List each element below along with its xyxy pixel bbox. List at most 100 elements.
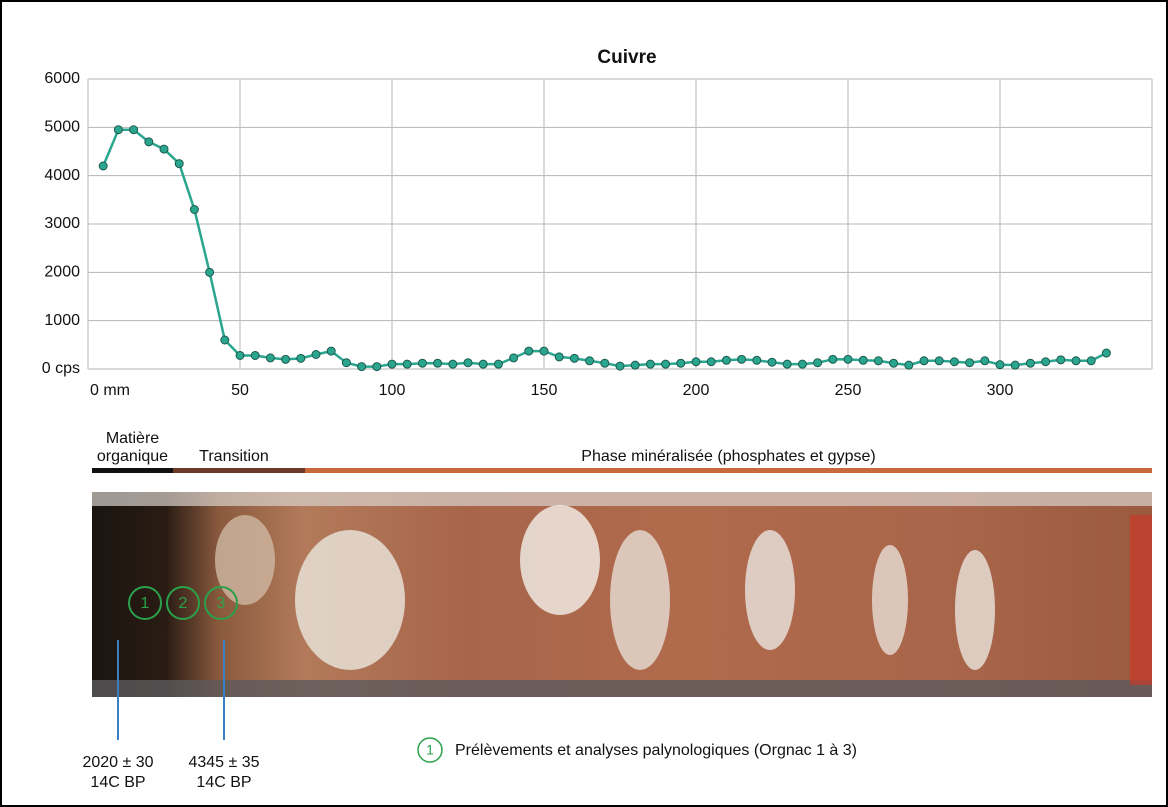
data-point — [509, 353, 519, 363]
data-point — [645, 359, 655, 369]
data-point — [159, 144, 169, 154]
data-point — [1041, 357, 1051, 367]
zone-label: organique — [97, 448, 168, 465]
data-point — [767, 357, 777, 367]
data-point — [797, 359, 807, 369]
data-point — [265, 353, 275, 363]
data-point — [129, 125, 139, 135]
date-unit: 14C BP — [196, 774, 251, 791]
data-point — [995, 360, 1005, 370]
chart-title: Cuivre — [597, 47, 656, 68]
data-point — [220, 335, 230, 345]
data-point — [1071, 356, 1081, 366]
data-point — [919, 356, 929, 366]
date-age: 2020 ± 30 — [82, 754, 153, 771]
data-point — [889, 358, 899, 368]
x-tick-label: 50 — [231, 382, 249, 399]
data-point — [1086, 356, 1096, 366]
legend-marker — [417, 737, 443, 763]
data-point — [296, 353, 306, 363]
data-point — [205, 267, 215, 277]
data-point — [782, 359, 792, 369]
y-tick-label: 4000 — [44, 167, 80, 184]
data-point — [630, 360, 640, 370]
data-point — [174, 159, 184, 169]
data-point — [858, 355, 868, 365]
data-point — [113, 125, 123, 135]
data-point — [828, 354, 838, 364]
data-point — [980, 356, 990, 366]
data-point — [737, 354, 747, 364]
data-point — [813, 358, 823, 368]
data-point — [281, 354, 291, 364]
sample-marker — [128, 586, 162, 620]
data-point — [661, 359, 671, 369]
data-point — [873, 356, 883, 366]
zone-label: Matière — [106, 430, 159, 447]
legend-text: Prélèvements et analyses palynologiques … — [455, 742, 857, 759]
data-point — [478, 359, 488, 369]
x-tick-label: 200 — [683, 382, 710, 399]
data-point — [600, 358, 610, 368]
date-unit: 14C BP — [90, 774, 145, 791]
data-point — [843, 354, 853, 364]
data-point — [676, 358, 686, 368]
y-tick-label: 5000 — [44, 119, 80, 136]
data-point — [189, 205, 199, 214]
data-point — [721, 355, 731, 365]
data-point — [357, 362, 367, 372]
data-point — [539, 346, 549, 356]
data-point — [691, 357, 701, 367]
x-tick-label: 250 — [835, 382, 862, 399]
data-point — [1056, 355, 1066, 365]
data-point — [585, 356, 595, 366]
data-point — [311, 350, 321, 359]
zone-bar — [305, 468, 1152, 473]
data-point — [448, 359, 458, 369]
data-point — [1010, 360, 1020, 370]
x-tick-label: 300 — [987, 382, 1014, 399]
core-photo — [92, 492, 1152, 697]
data-point — [493, 359, 503, 369]
data-point — [965, 358, 975, 368]
x-tick-label: 150 — [531, 382, 558, 399]
legend-marker-label: 1 — [426, 742, 434, 758]
data-point — [569, 353, 579, 363]
y-tick-label: 2000 — [44, 264, 80, 281]
series-line — [102, 128, 1107, 368]
zone-bar — [173, 468, 305, 473]
data-point — [1101, 348, 1111, 358]
data-point — [98, 161, 108, 171]
zone-label: Phase minéralisée (phosphates et gypse) — [581, 448, 875, 465]
sample-label: 3 — [217, 595, 226, 612]
y-tick-label: 6000 — [44, 70, 80, 87]
data-point — [326, 346, 336, 356]
sample-marker — [204, 586, 238, 620]
data-point — [1025, 358, 1035, 368]
data-point — [615, 361, 625, 371]
data-point — [949, 357, 959, 367]
data-point — [372, 362, 382, 372]
data-point — [341, 358, 351, 368]
date-age: 4345 ± 35 — [188, 754, 259, 771]
sample-marker — [166, 586, 200, 620]
data-point — [524, 346, 534, 356]
x-tick-label: 100 — [379, 382, 406, 399]
data-point — [144, 137, 154, 147]
data-point — [554, 352, 564, 362]
data-point — [752, 355, 762, 365]
sample-label: 1 — [141, 595, 150, 612]
y-tick-label: 3000 — [44, 215, 80, 232]
zone-bar — [92, 468, 173, 473]
data-point — [463, 358, 473, 368]
data-point — [433, 358, 443, 368]
zone-label: Transition — [199, 448, 269, 465]
data-point — [706, 357, 716, 367]
y-tick-label: 0 cps — [42, 360, 80, 377]
sample-label: 2 — [179, 595, 188, 612]
data-point — [934, 356, 944, 366]
data-point — [904, 360, 914, 370]
data-point — [387, 359, 397, 369]
